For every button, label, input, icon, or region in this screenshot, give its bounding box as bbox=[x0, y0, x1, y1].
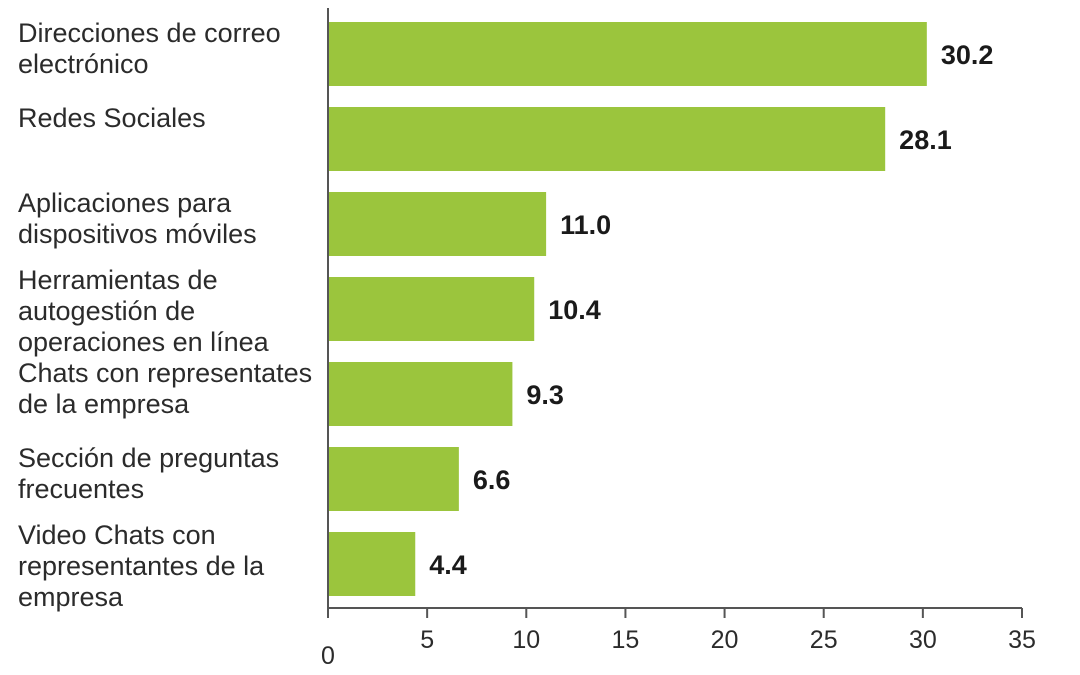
category-label-line: de la empresa bbox=[18, 389, 190, 419]
value-label-1: 30.2 bbox=[941, 40, 994, 70]
category-label-6: Sección de preguntas frecuentes bbox=[18, 443, 279, 504]
x-tick-label-25: 25 bbox=[810, 626, 838, 654]
category-label-7: Video Chats con representantes de la empre… bbox=[18, 520, 265, 612]
category-label-line: Aplicaciones para bbox=[18, 188, 232, 218]
category-label-5: Chats con representates de la empresa bbox=[18, 358, 312, 419]
category-label-line: frecuentes bbox=[18, 474, 144, 504]
category-label-4: Herramientas de autogestión de operaciones… bbox=[18, 265, 270, 357]
category-label-line: empresa bbox=[18, 582, 124, 612]
category-label-line: operaciones en línea bbox=[18, 327, 270, 357]
value-label-7: 4.4 bbox=[429, 550, 467, 580]
category-label-line: Direcciones de correo bbox=[18, 18, 281, 48]
x-tick-label-20: 20 bbox=[711, 626, 739, 654]
category-label-line: autogestión de bbox=[18, 296, 195, 326]
x-tick-label-35: 35 bbox=[1008, 626, 1036, 654]
value-label-2: 28.1 bbox=[899, 125, 952, 155]
category-label-line: Redes Sociales bbox=[18, 103, 206, 133]
x-tick-label-0: 0 bbox=[321, 642, 335, 670]
category-label-1: Direcciones de correo electrónico bbox=[18, 18, 281, 79]
bar-5 bbox=[329, 362, 513, 426]
category-labels: Direcciones de correo electrónico Redes So… bbox=[18, 18, 312, 612]
bar-2 bbox=[329, 107, 886, 171]
axes-group: 0 5 10 15 20 25 30 35 bbox=[321, 8, 1036, 670]
value-label-5: 9.3 bbox=[526, 380, 564, 410]
x-tick-label-30: 30 bbox=[909, 626, 937, 654]
category-label-line: electrónico bbox=[18, 49, 149, 79]
category-label-line: Sección de preguntas bbox=[18, 443, 279, 473]
bar-6 bbox=[329, 447, 459, 511]
category-label-line: Chats con representates bbox=[18, 358, 312, 388]
bar-3 bbox=[329, 192, 547, 256]
category-label-3: Aplicaciones para dispositivos móviles bbox=[18, 188, 257, 249]
value-labels: 30.2 28.1 11.0 10.4 9.3 6.6 4.4 bbox=[429, 40, 993, 580]
bar-4 bbox=[329, 277, 535, 341]
value-label-6: 6.6 bbox=[473, 465, 511, 495]
value-label-4: 10.4 bbox=[548, 295, 601, 325]
x-tick-label-5: 5 bbox=[420, 626, 434, 654]
category-label-line: representantes de la bbox=[18, 551, 265, 581]
x-tick-label-10: 10 bbox=[512, 626, 540, 654]
x-tick-label-15: 15 bbox=[612, 626, 640, 654]
bars-group bbox=[329, 22, 927, 596]
bar-7 bbox=[329, 532, 416, 596]
category-label-line: Video Chats con bbox=[18, 520, 216, 550]
category-label-line: Herramientas de bbox=[18, 265, 218, 295]
value-label-3: 11.0 bbox=[560, 210, 611, 240]
category-label-2: Redes Sociales bbox=[18, 103, 206, 133]
bar-1 bbox=[329, 22, 927, 86]
category-label-line: dispositivos móviles bbox=[18, 219, 257, 249]
